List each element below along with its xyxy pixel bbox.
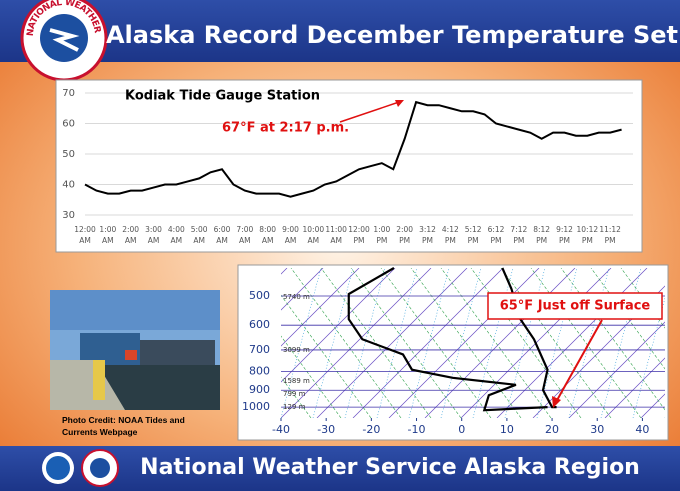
adiabat: [281, 294, 372, 418]
x-tick-label: 1:00 PM: [373, 225, 390, 245]
adiabat: [320, 268, 432, 418]
isotherm: [281, 268, 324, 311]
annotation-box: [487, 292, 663, 320]
adiabat: [440, 268, 552, 418]
adiabat: [380, 268, 492, 418]
y-tick-label: 700: [249, 343, 270, 356]
x-tick-label: 4:12 PM: [442, 225, 459, 245]
annotation: 67°F at 2:17 p.m.: [222, 121, 349, 136]
height-label: 1589 m: [283, 377, 310, 385]
x-tick-label: 8:00 AM: [259, 225, 276, 245]
annotation-arrow: [339, 100, 403, 123]
profile-line: [347, 267, 548, 412]
footer-logos: [42, 449, 119, 487]
adiabat: [410, 268, 522, 418]
adiabat: [281, 376, 312, 418]
isotherm: [281, 268, 360, 347]
x-tick-label: 8:12 PM: [533, 225, 550, 245]
moist-adiabat: [344, 268, 386, 418]
x-tick-label: 11:12 PM: [599, 225, 621, 245]
x-tick-label: -20: [362, 423, 380, 436]
x-tick-label: 3:12 PM: [419, 225, 436, 245]
y-tick-label: 30: [62, 210, 75, 221]
x-tick-label: -40: [272, 423, 290, 436]
x-tick-label: 20: [545, 423, 559, 436]
footer-title: National Weather Service Alaska Region: [140, 455, 640, 480]
x-tick-label: 2:00 PM: [396, 225, 413, 245]
y-tick-label: 70: [62, 88, 75, 99]
moist-adiabat: [408, 268, 450, 418]
x-tick-label: 6:12 PM: [488, 225, 505, 245]
adiabat: [290, 268, 402, 418]
tide-chart-box: [55, 79, 643, 253]
x-tick-label: 9:12 PM: [556, 225, 573, 245]
adiabat: [281, 335, 342, 418]
x-tick-label: 12:00 PM: [348, 225, 370, 245]
x-tick-label: 10:12 PM: [577, 225, 599, 245]
x-tick-label: 7:00 AM: [236, 225, 253, 245]
header-title: Alaska Record December Temperature Set: [106, 21, 678, 49]
x-tick-label: 5:00 AM: [191, 225, 208, 245]
arrow-head: [395, 100, 404, 107]
isotherm: [281, 268, 396, 383]
x-tick-label: -30: [317, 423, 335, 436]
nws-logo: NATIONAL WEATHER SERVICE: [0, 0, 108, 82]
isotherm: [352, 268, 504, 418]
x-tick-label: 1:00 AM: [99, 225, 116, 245]
tide-chart: 30 40 50 60 70 12:00 AM1:00 AM 2:00 AM 3:00 AM 4:00 A…: [62, 88, 633, 245]
y-tick-label: 1000: [242, 400, 270, 413]
x-tick-label: 0: [458, 423, 465, 436]
x-tick-label: 5:12 PM: [465, 225, 482, 245]
y-tick-label: 600: [249, 318, 270, 331]
chart-title: Kodiak Tide Gauge Station: [125, 89, 320, 104]
y-tick-label: 40: [62, 180, 75, 191]
moist-adiabat: [440, 268, 482, 418]
photo: [50, 290, 220, 410]
x-tick-label: 2:00 AM: [122, 225, 139, 245]
moist-adiabat: [376, 268, 418, 418]
y-tick-label: 500: [249, 289, 270, 302]
adiabat: [350, 268, 462, 418]
x-tick-label: 40: [635, 423, 649, 436]
photo-credit: Photo Credit: NOAA Tides and Currents We…: [62, 415, 185, 437]
line-series: [84, 100, 622, 198]
annotation-arrow: [555, 319, 603, 403]
annotation: 65°F Just off Surface: [500, 299, 651, 314]
height-label: 129 m: [283, 403, 306, 411]
moist-adiabat: [312, 268, 354, 418]
moist-adiabat: [281, 268, 322, 418]
x-tick-label: 4:00 AM: [168, 225, 185, 245]
x-tick-label: 10:00 AM: [303, 225, 325, 245]
sounding-chart: 500 600 700 800 900 1000-40 -30 -20 -10 0 10 20 30 40…: [242, 267, 665, 436]
x-tick-label: -10: [408, 423, 426, 436]
arrow-head: [552, 396, 561, 408]
isotherm: [568, 321, 665, 418]
height-label: 3099 m: [283, 346, 310, 354]
y-tick-label: 800: [249, 364, 270, 377]
x-tick-label: 9:00 AM: [282, 225, 299, 245]
isotherm: [316, 268, 468, 418]
x-tick-label: 7:12 PM: [510, 225, 527, 245]
x-tick-label: 12:00 AM: [74, 225, 96, 245]
x-tick-label: 10: [500, 423, 514, 436]
x-tick-label: 11:00 AM: [325, 225, 347, 245]
y-tick-label: 50: [62, 149, 75, 160]
y-tick-label: 60: [62, 119, 75, 130]
isotherm: [281, 268, 432, 418]
y-tick-label: 900: [249, 383, 270, 396]
height-label: 5740 m: [283, 293, 310, 301]
x-tick-label: 6:00 AM: [214, 225, 231, 245]
x-tick-label: 3:00 AM: [145, 225, 162, 245]
header-band: [0, 0, 680, 62]
isotherm: [604, 357, 665, 418]
x-tick-label: 30: [590, 423, 604, 436]
height-label: 799 m: [283, 390, 306, 398]
